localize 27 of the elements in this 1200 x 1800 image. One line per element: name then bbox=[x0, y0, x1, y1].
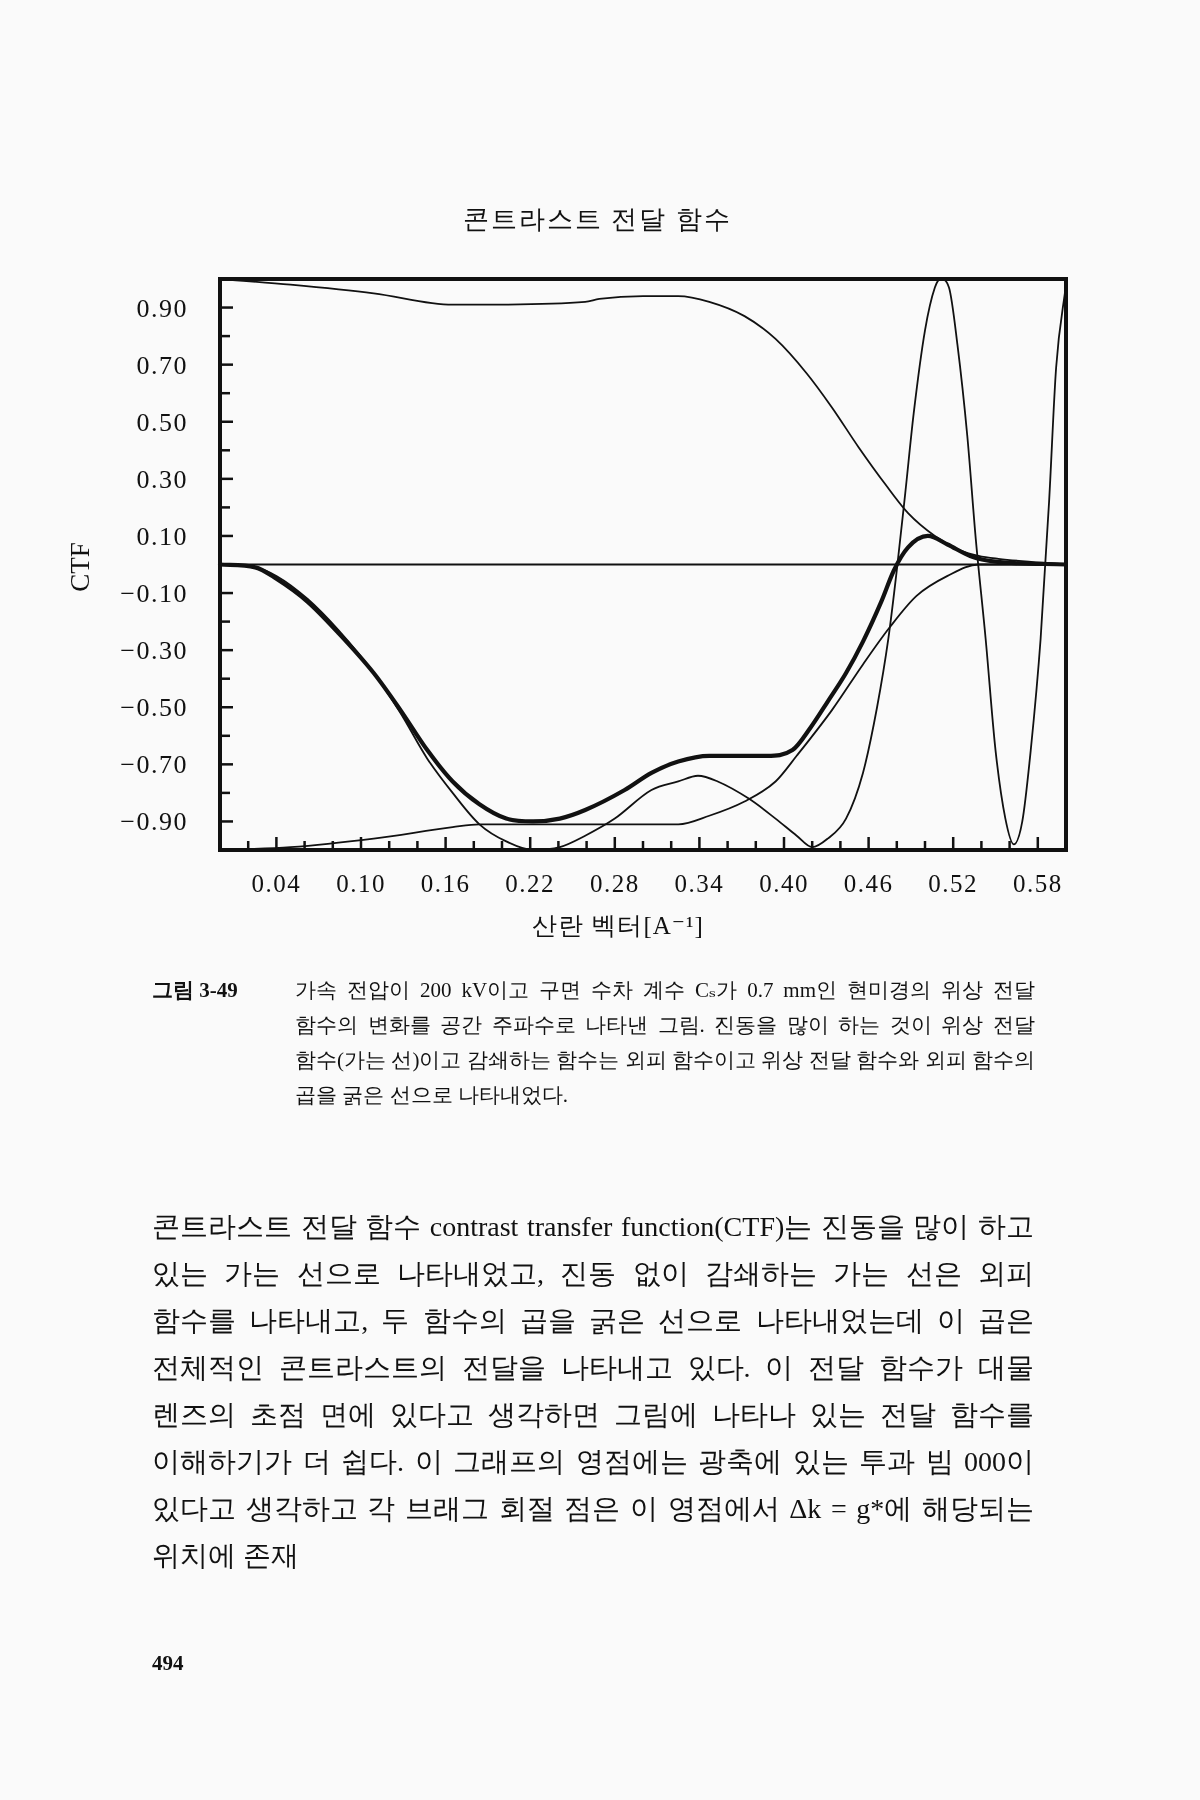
x-tick-label: 0.16 bbox=[420, 870, 471, 897]
y-tick-label: 0.90 bbox=[136, 293, 188, 323]
x-tick-label: 0.10 bbox=[336, 870, 386, 897]
chart-title: 콘트라스트 전달 함수 bbox=[462, 205, 732, 234]
x-tick-label: 0.58 bbox=[1012, 870, 1063, 897]
text: 콘트라스트 전달 함수 contrast transfer function(CTF)는 진동을 많이 하고 있는 가는 선으로 나타내었고, 진동 없이 감쇄하는 가는 선은 외피 함수를 나타내고, 두 함수의 곱을 굵은 선으로 나타내었는데 이 곱은 전체적인 콘트라스트의 전달을 나타내고 있다. 이 전달 함수가 대물 렌즈의 초점 면에 있다고 생각하면 그림에 나타나 있는 전달 함수를 이해하기가 더 쉽다. 이 그래프의 영점에는 광축에 있는 투과 빔 000이 있다고 생각하고 각 브래그 회절 점은 이 영점에서 Δk = g*에 해당되는 위치에 존재 bbox=[152, 1210, 1035, 1573]
x-tick-label: 0.52 bbox=[928, 870, 979, 897]
y-tick-label: −0.10 bbox=[120, 579, 188, 609]
caption: 그림 3-49 bbox=[152, 977, 239, 1004]
x-tick-label: 0.40 bbox=[759, 870, 809, 897]
y-tick-label: −0.70 bbox=[120, 750, 188, 780]
y-axis-title: CTF bbox=[65, 542, 95, 592]
y-tick-label: 0.50 bbox=[136, 407, 188, 437]
y-tick-label: −0.30 bbox=[120, 636, 188, 666]
x-tick-label: 0.46 bbox=[843, 870, 894, 897]
y-tick-label: 0.70 bbox=[136, 350, 188, 380]
y-tick-label: 0.30 bbox=[136, 464, 188, 494]
text: 가속 전압이 200 kV이고 구면 수차 계수 Cₛ가 0.7 mm인 현미경의 위상 전달 함수의 변화를 공간 주파수로 나타낸 그림. 진동을 많이 하는 것이 위상 전달 함수(가는 선)이고 감쇄하는 함수는 외피 함수이고 위상 전달 함수와 외피 함수의 곱을 굵은 선으로 나타내었다. bbox=[295, 977, 1035, 1109]
x-tick-label: 0.28 bbox=[589, 870, 640, 897]
x-tick-label: 0.22 bbox=[505, 870, 556, 897]
x-axis-title: 산란 벡터[A⁻¹] bbox=[532, 912, 704, 939]
text: 494 bbox=[152, 1650, 185, 1676]
y-tick-label: −0.50 bbox=[120, 693, 188, 723]
y-tick-label: 0.10 bbox=[136, 521, 188, 551]
x-tick-label: 0.34 bbox=[674, 870, 725, 897]
x-tick-label: 0.04 bbox=[251, 870, 302, 897]
y-tick-label: −0.90 bbox=[120, 807, 188, 837]
